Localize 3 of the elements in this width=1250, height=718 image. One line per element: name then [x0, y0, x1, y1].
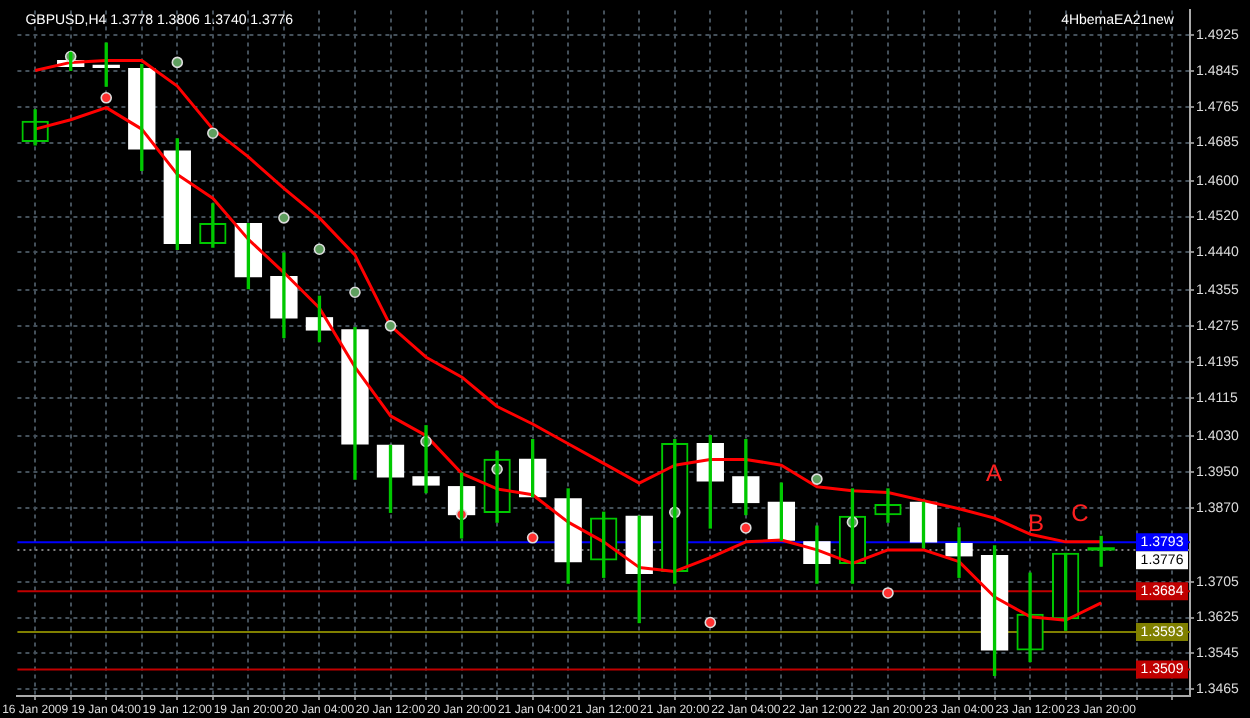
annotation: C	[1071, 498, 1090, 527]
annotation: A	[985, 458, 1003, 487]
annotation: B	[1027, 508, 1045, 537]
